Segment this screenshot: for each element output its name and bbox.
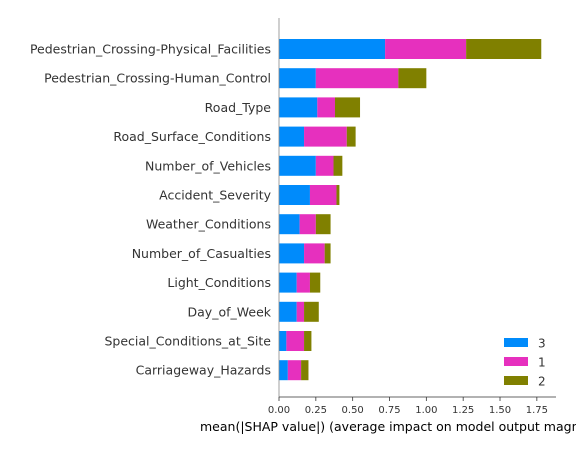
legend-swatch-3 xyxy=(504,338,528,347)
bar-segment-series-2 xyxy=(346,126,356,147)
bar-segment-series-3 xyxy=(279,97,318,118)
bar-segment-series-2 xyxy=(304,301,319,322)
legend-swatch-1 xyxy=(504,357,528,366)
x-tick-label: 0.50 xyxy=(342,405,364,416)
legend-label-2: 2 xyxy=(538,375,546,389)
bar-segment-series-1 xyxy=(304,126,347,147)
bar-segment-series-3 xyxy=(279,68,316,89)
bar-segment-series-2 xyxy=(301,360,309,381)
y-tick-label: Weather_Conditions xyxy=(146,217,271,232)
bar-segment-series-2 xyxy=(315,214,331,235)
legend-label-3: 3 xyxy=(538,337,546,351)
x-tick-label: 1.75 xyxy=(526,405,548,416)
legend-label-1: 1 xyxy=(538,356,546,370)
bar-segment-series-3 xyxy=(279,331,287,351)
x-ticks: 0.00 0.25 0.50 0.75 1.00 1.25 1.50 1.75 xyxy=(268,397,548,416)
x-tick-label: 1.50 xyxy=(489,405,511,416)
bar-segment-series-1 xyxy=(309,185,337,205)
y-tick-labels: Pedestrian_Crossing-Physical_Facilities P… xyxy=(30,42,272,378)
bar-segment-series-3 xyxy=(279,155,316,176)
x-tick-label: 0.75 xyxy=(378,405,400,416)
bar-segment-series-3 xyxy=(279,272,297,293)
legend: 3 1 2 xyxy=(504,337,546,389)
bar-segment-series-3 xyxy=(279,243,305,264)
y-tick-label: Carriageway_Hazards xyxy=(136,363,271,378)
y-tick-label: Accident_Severity xyxy=(159,188,271,203)
y-tick-label: Pedestrian_Crossing-Human_Control xyxy=(44,71,271,86)
y-tick-label: Road_Surface_Conditions xyxy=(113,129,271,144)
y-tick-label: Number_of_Casualties xyxy=(132,246,271,261)
y-tick-label: Road_Type xyxy=(205,100,272,115)
bar-segment-series-2 xyxy=(333,155,343,176)
y-tick-label: Special_Conditions_at_Site xyxy=(104,334,271,349)
bar-segment-series-2 xyxy=(334,97,361,118)
bar-segment-series-1 xyxy=(317,97,335,118)
bar-segment-series-1 xyxy=(296,272,310,293)
bar-segment-series-3 xyxy=(279,185,310,205)
x-tick-label: 0.25 xyxy=(305,405,327,416)
bar-segment-series-2 xyxy=(304,331,312,351)
bar-segment-series-3 xyxy=(279,301,297,322)
x-tick-label: 1.00 xyxy=(415,405,437,416)
x-tick-label: 1.25 xyxy=(452,405,474,416)
bar-segment-series-2 xyxy=(466,39,542,59)
bar-segment-series-3 xyxy=(279,126,305,147)
bar-segment-series-1 xyxy=(286,331,305,351)
bar-segment-series-3 xyxy=(279,360,288,381)
bar-segment-series-1 xyxy=(287,360,302,381)
bar-segment-series-2 xyxy=(336,185,340,205)
bar-segment-series-1 xyxy=(299,214,316,235)
bar-segment-series-1 xyxy=(296,301,305,322)
y-tick-label: Pedestrian_Crossing-Physical_Facilities xyxy=(30,42,271,57)
legend-swatch-2 xyxy=(504,376,528,385)
x-axis-title: mean(|SHAP value|) (average impact on mo… xyxy=(200,419,576,434)
bar-segment-series-2 xyxy=(398,68,427,89)
bar-segment-series-1 xyxy=(385,39,467,59)
y-tick-label: Light_Conditions xyxy=(167,275,271,290)
bar-segment-series-2 xyxy=(309,272,321,293)
y-tick-label: Day_of_Week xyxy=(188,304,272,319)
bars-group xyxy=(279,39,542,381)
bar-segment-series-2 xyxy=(324,243,331,264)
bar-segment-series-1 xyxy=(315,155,334,176)
bar-segment-series-3 xyxy=(279,214,300,235)
bar-segment-series-1 xyxy=(315,68,399,89)
bar-segment-series-3 xyxy=(279,39,386,59)
bar-segment-series-1 xyxy=(304,243,325,264)
y-tick-label: Number_of_Vehicles xyxy=(145,158,271,173)
x-tick-label: 0.00 xyxy=(268,405,290,416)
